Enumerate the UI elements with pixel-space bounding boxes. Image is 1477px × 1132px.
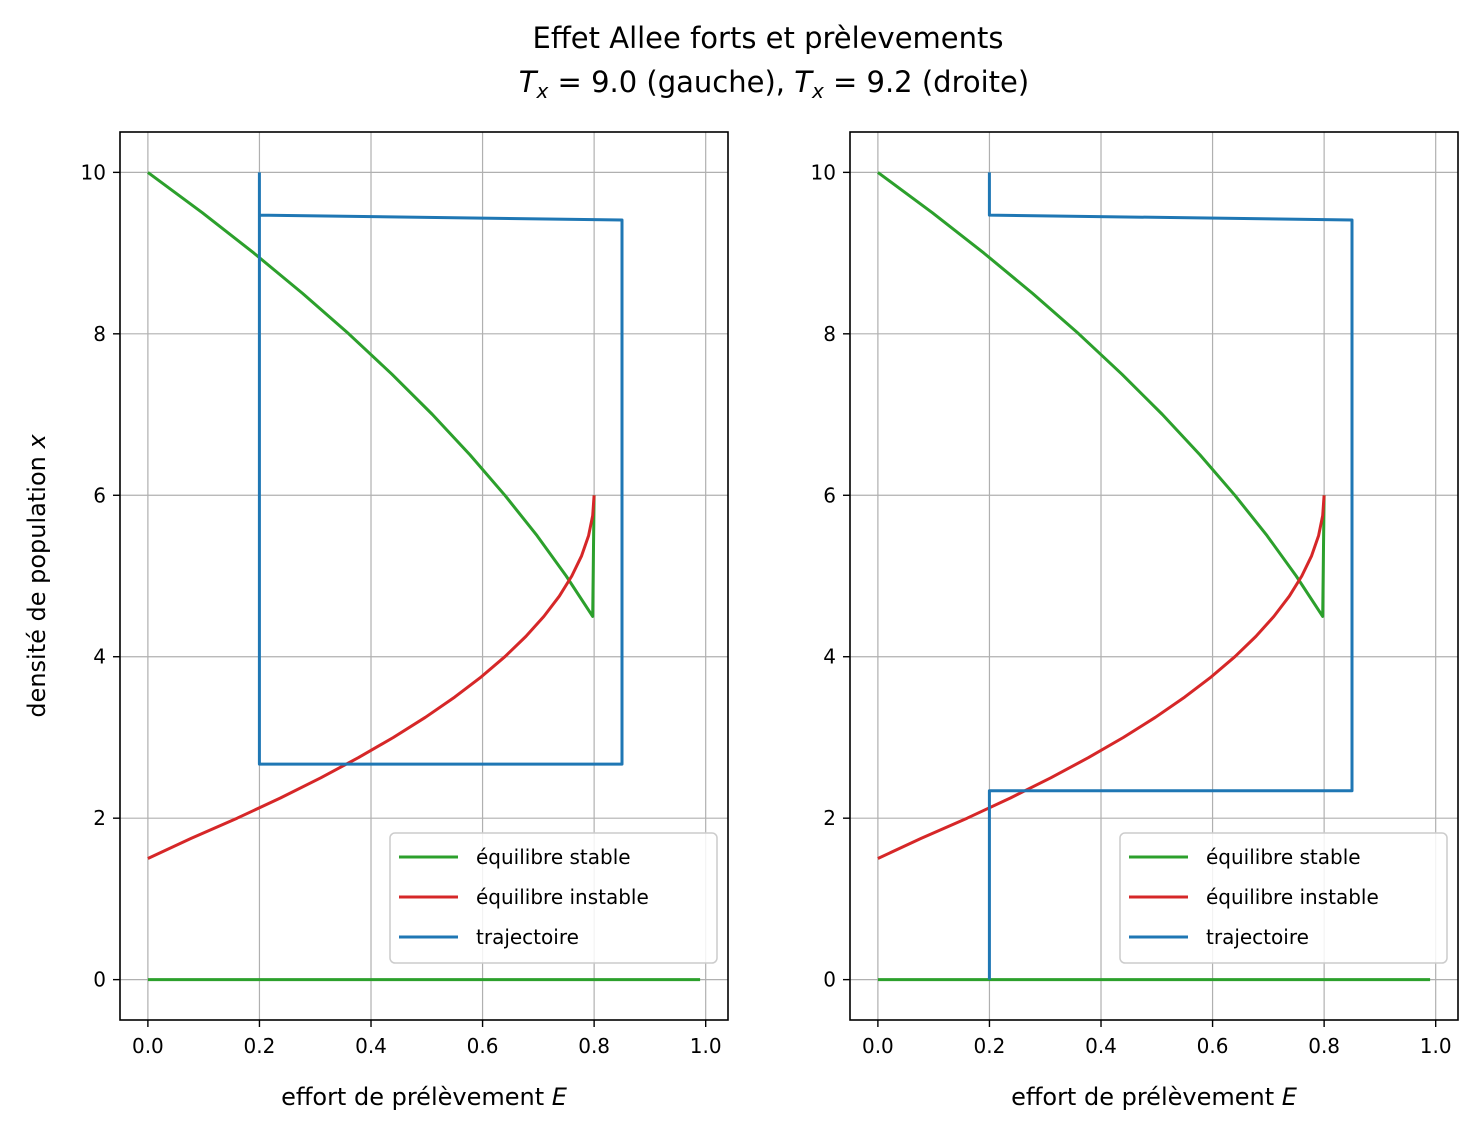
axes-frame xyxy=(119,131,729,1021)
x-tick-label: 0.6 xyxy=(467,1034,499,1058)
y-tick-label: 0 xyxy=(93,968,106,992)
y-tick-label: 2 xyxy=(823,806,836,830)
y-tick-label: 4 xyxy=(93,645,106,669)
x-tick-label: 0.2 xyxy=(974,1034,1006,1058)
series-line-stable xyxy=(877,171,1326,618)
y-tick-label: 10 xyxy=(811,160,836,184)
legend-box xyxy=(1119,832,1448,964)
title-var-t1: T xyxy=(519,65,539,99)
legend: équilibre stable équilibre instable trajec… xyxy=(1119,832,1448,964)
legend-label: trajectoire xyxy=(1206,925,1309,949)
x-tick-label: 0.8 xyxy=(578,1034,610,1058)
y-axis-label-var: x xyxy=(23,434,51,450)
y-tick-label: 4 xyxy=(823,645,836,669)
axes-frame xyxy=(849,131,1459,1021)
y-tick-label: 2 xyxy=(93,806,106,830)
legend-label: équilibre stable xyxy=(1206,845,1361,869)
x-tick-label: 1.0 xyxy=(1420,1034,1452,1058)
legend: équilibre stable équilibre instable trajec… xyxy=(389,832,718,964)
title-part-end: = 9.2 (droite) xyxy=(824,65,1029,99)
x-tick-label: 0.0 xyxy=(132,1034,164,1058)
title-sub-x2: x xyxy=(811,79,824,103)
y-tick-label: 8 xyxy=(823,322,836,346)
y-tick-label: 6 xyxy=(93,483,106,507)
x-axis-label-text: effort de prélèvement xyxy=(281,1083,552,1111)
x-tick-label: 0.0 xyxy=(862,1034,894,1058)
x-tick-label: 1.0 xyxy=(690,1034,722,1058)
legend-box xyxy=(389,832,718,964)
x-tick-label: 0.4 xyxy=(355,1034,387,1058)
x-tick-label: 0.6 xyxy=(1197,1034,1229,1058)
figure-title-line2: Tx = 9.0 (gauche), Tx = 9.2 (droite) xyxy=(519,65,1029,103)
y-axis-label-text: densité de population xyxy=(23,449,51,718)
left-subplot: 0.0 0.2 0.4 0.6 0.8 1.0 0 2 4 6 8 10 effort de prélè… xyxy=(23,131,729,1111)
series-line-unstable xyxy=(877,495,1326,860)
x-axis-label-var: E xyxy=(1282,1083,1298,1111)
y-tick-label: 10 xyxy=(81,160,106,184)
title-var-t2: T xyxy=(794,65,814,99)
right-subplot: 0.0 0.2 0.4 0.6 0.8 1.0 0 2 4 6 8 10 effort de prélè… xyxy=(811,131,1459,1111)
series-line-unstable xyxy=(147,495,596,860)
x-axis-label-text: effort de prélèvement xyxy=(1011,1083,1282,1111)
legend-label: équilibre stable xyxy=(476,845,631,869)
legend-label: équilibre instable xyxy=(476,885,649,909)
x-axis-label: effort de prélèvement E xyxy=(1011,1083,1298,1111)
x-axis-label: effort de prélèvement E xyxy=(281,1083,568,1111)
series-line-trajectory xyxy=(257,172,624,766)
y-tick-label: 0 xyxy=(823,968,836,992)
x-axis-label-var: E xyxy=(552,1083,568,1111)
x-tick-label: 0.8 xyxy=(1308,1034,1340,1058)
x-tick-label: 0.2 xyxy=(244,1034,276,1058)
series-line-stable xyxy=(147,171,596,618)
y-tick-label: 8 xyxy=(93,322,106,346)
series-line-trajectory xyxy=(987,172,1354,980)
x-tick-label: 0.4 xyxy=(1085,1034,1117,1058)
title-part-mid: = 9.0 (gauche), xyxy=(548,65,794,99)
figure-title-line1: Effet Allee forts et prèlevements xyxy=(533,21,1004,55)
legend-label: trajectoire xyxy=(476,925,579,949)
y-tick-label: 6 xyxy=(823,483,836,507)
legend-label: équilibre instable xyxy=(1206,885,1379,909)
y-axis-label: densité de population x xyxy=(23,434,51,718)
title-sub-x1: x xyxy=(536,79,549,103)
